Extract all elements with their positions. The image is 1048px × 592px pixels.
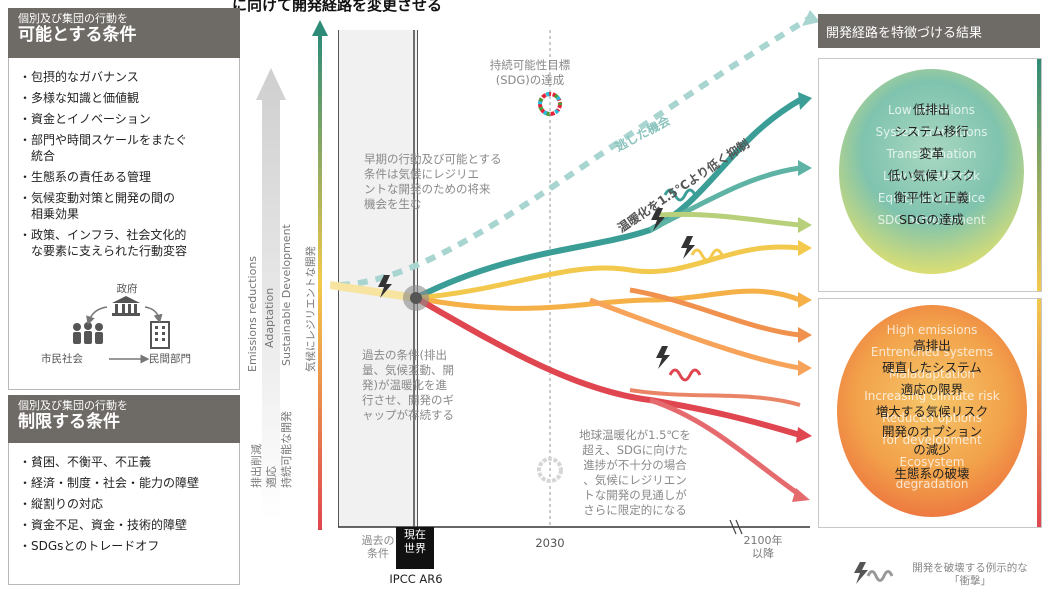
axis-now-label: 現在 世界: [404, 528, 426, 555]
negative-outcome-en: Entrenched systems: [870, 345, 994, 359]
enabling-list: ・包摂的なガバナンス ・多様な知識と価値観 ・資金とイノベーション・部門や時間スケー…: [19, 69, 239, 264]
civil-society-label: 市民社会: [41, 353, 83, 365]
negative-outcome-en: Ecosystem: [899, 455, 965, 469]
label-emissions-reductions: Emissions reductions: [246, 255, 259, 372]
negative-outcomes-box: High emissions Entrenched systems Maladapt…: [818, 298, 1042, 528]
positive-outcome-en: Low emissions: [888, 103, 975, 117]
missed-opportunity-line: [339, 15, 812, 288]
past-conditions-text: 過去の条件(排出 量、気候変動、開 発)が温暖化を進 行させ、開発のギ ャップが…: [362, 348, 454, 422]
constraining-subtitle: 個別及び集団の行動を: [18, 399, 128, 412]
enabling-title: 可能とする条件: [18, 25, 137, 45]
negative-outcome-en: Increasing climate risk: [864, 389, 1000, 403]
actors-diagram: 政府 市民社会 民間部門: [41, 281, 219, 381]
shock-icon-red: [668, 368, 702, 382]
positive-outcome-en: Transformation: [886, 147, 977, 161]
positive-outcome-item: SDGの達成: [899, 212, 964, 227]
page-title: に向けて開発経路を変更させる: [232, 0, 443, 14]
shock-icon-yellow: [690, 248, 724, 262]
positive-outcome-en: System transitions: [875, 125, 988, 139]
negative-outcome-item: 開発のオプション の減少: [881, 424, 982, 457]
actors-arrows: [86, 306, 163, 364]
negative-outcome-item: 増大する気候リスク: [875, 404, 989, 419]
label-adaptation: Adaptation: [263, 287, 276, 348]
label-jp-adaptation: 適応: [265, 466, 278, 488]
axis-past-label: 過去の 条件: [361, 534, 395, 560]
negative-outcome-item: 硬直したシステム: [882, 360, 982, 375]
path-yellow: [415, 244, 801, 301]
enabling-item: ・気候変動対策と開発の間の 相乗効果: [19, 191, 176, 221]
negative-outcome-en: degradation: [895, 477, 969, 491]
negative-outcome-item: 生態系の破壊: [894, 466, 970, 481]
positive-outcome-en: Low climate risk: [882, 169, 981, 183]
label-sustainable-development: Sustainable Development: [280, 224, 293, 366]
positive-outcome-item: 低い気候リスク: [887, 168, 976, 183]
enabling-item: ・多様な知識と価値観: [19, 91, 140, 105]
enabling-header: 個別及び集団の行動を 可能とする条件: [8, 8, 240, 58]
label-jp-sustainable: 持続可能な開発: [280, 411, 293, 488]
positive-outcome-item: システム移行: [894, 124, 969, 139]
constraining-item: ・SDGsとのトレードオフ: [19, 539, 160, 553]
pathways-diagram: [330, 10, 820, 569]
positive-outcomes-box: Low emissions System transitions Transform…: [818, 58, 1042, 292]
warming-text: 地球温暖化が1.5℃を 超え、SDGに向けた 進捗が不十分の場合 、気候にレジリ…: [579, 428, 691, 517]
constraining-item: ・資金不足、資金・技術的障壁: [19, 518, 188, 532]
enabling-item: ・政策、インフラ、社会文化的 な要素に支えられた行動変容: [19, 228, 188, 258]
legend-shock-icon: [854, 562, 894, 584]
label-jp-reductions: 排出削減: [250, 444, 263, 488]
enabling-subtitle: 個別及び集団の行動を: [18, 12, 128, 25]
government-icon: [112, 296, 140, 316]
resilient-arrow: [256, 68, 286, 520]
constraining-item: ・縦割りの対応: [19, 497, 104, 511]
constraining-title: 制限する条件: [18, 412, 120, 432]
path-red-2: [649, 397, 802, 498]
enabling-item: ・包摂的なガバナンス: [19, 70, 139, 84]
sdg-goal-label: 持続可能性目標 (SDG)の達成: [489, 58, 571, 87]
positive-outcome-item: 衡平性と正義: [893, 190, 969, 205]
path-orange-1: [415, 288, 801, 311]
constraining-list: ・貧困、不衡平、不正義・経済・制度・社会・能力の障壁 ・縦割りの対応・資金不足、資…: [19, 454, 239, 559]
early-action-text: 早期の行動及び可能とする 条件は気候にレジリエ ントな開発のための将来 機会を生…: [364, 152, 502, 211]
axis-2100-label: 2100年 以降: [743, 534, 783, 560]
constraining-item: ・貧困、不衡平、不正義: [19, 455, 152, 469]
vertical-gradient-arrow: [312, 20, 328, 530]
negative-outcomes-circle: High emissions Entrenched systems Maladapt…: [837, 305, 1027, 517]
trunk-line: [330, 281, 417, 302]
negative-outcome-en: Reduced options: [881, 411, 982, 425]
path-red-1: [414, 295, 801, 438]
ipcc-label: IPCC AR6: [389, 572, 443, 586]
constraining-panel: 個別及び集団の行動を 制限する条件 ・貧困、不衡平、不正義・経済・制度・社会・能…: [8, 395, 240, 585]
government-label: 政府: [116, 283, 138, 295]
positive-outcome-en: Equity and justice: [877, 191, 986, 205]
enabling-item: ・生態系の責任ある管理: [19, 170, 152, 184]
negative-outcome-en: High emissions: [886, 323, 978, 337]
sdg-wheel-faded-icon: [537, 457, 563, 483]
shock-icon-teal: [663, 188, 697, 202]
enabling-panel: 個別及び集団の行動を 可能とする条件 ・包摂的なガバナンス ・多様な知識と価値観・…: [8, 8, 240, 390]
positive-outcome-item: 変革: [918, 146, 944, 161]
path-orange-2: [629, 287, 801, 338]
lightning-icons: [378, 208, 695, 369]
positive-outcomes-circle: Low emissions System transitions Transform…: [839, 69, 1024, 274]
negative-outcome-item: 適応の限界: [900, 382, 964, 397]
enabling-item: ・部門や時間スケールをまたぐ 統合: [19, 133, 188, 163]
axis-2030-label: 2030: [535, 536, 565, 550]
negative-outcome-item: 高排出: [913, 338, 951, 353]
positive-outcome-en: SDG achievement: [877, 213, 986, 227]
sdg-wheel-icon: [538, 92, 562, 116]
enabling-item: ・資金とイノベーション: [19, 112, 151, 126]
negative-outcome-en: for development: [882, 433, 982, 447]
now-box: [396, 527, 434, 569]
outcomes-header: 開発経路を特徴づける結果: [818, 14, 1040, 48]
constraining-item: ・経済・制度・社会・能力の障壁: [19, 476, 200, 490]
legend-shock-label: 開発を破壊する例示的な 「衝撃」: [912, 562, 1028, 587]
path-teal-top: [414, 97, 802, 301]
negative-outcome-en: Maladaptation: [888, 367, 976, 381]
positive-outcome-item: 低排出: [912, 102, 951, 117]
private-sector-label: 民間部門: [149, 353, 191, 365]
constraining-header: 個別及び集団の行動を 制限する条件: [8, 395, 240, 443]
